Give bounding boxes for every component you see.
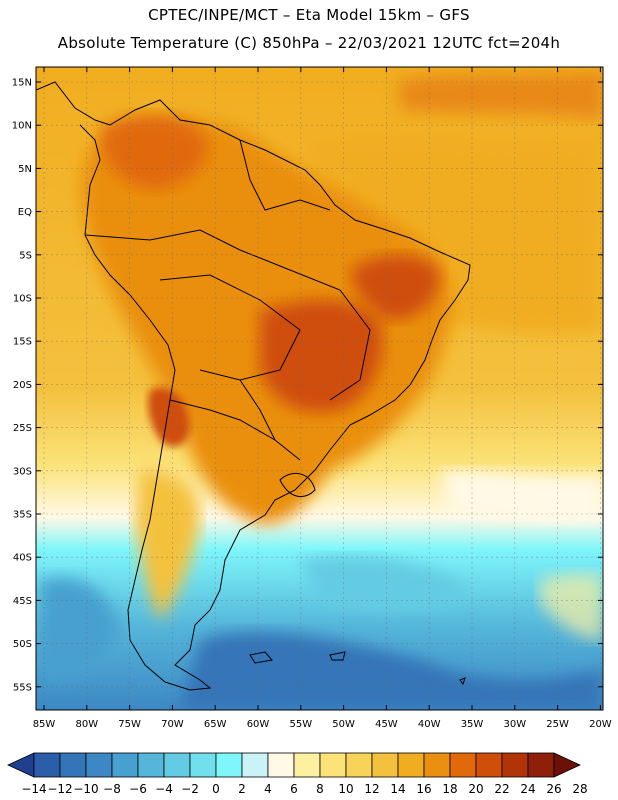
colorbar-swatch <box>293 752 321 778</box>
lon-label: 50W <box>332 719 355 730</box>
temperature-map: 15N 10N 5N EQ 5S 10S 15S 20S 25S 30S 35S 40S 45S 50S 5… <box>12 66 612 730</box>
colorbar-swatch <box>241 752 269 778</box>
lon-label: 75W <box>118 719 141 730</box>
lat-label: EQ <box>18 207 32 218</box>
colorbar-label: 18 <box>442 782 457 796</box>
colorbar-swatch <box>449 752 477 778</box>
chart-subtitle: Absolute Temperature (C) 850hPa – 22/03/… <box>57 34 561 52</box>
lon-label: 65W <box>204 719 227 730</box>
lon-label: 30W <box>503 719 526 730</box>
lat-label: 25S <box>13 423 32 434</box>
colorbar-label: 4 <box>264 782 272 796</box>
lon-label: 70W <box>161 719 184 730</box>
colorbar-label: 8 <box>316 782 324 796</box>
colorbar-swatch <box>85 752 113 778</box>
lon-label: 80W <box>75 719 98 730</box>
colorbar-swatch <box>527 752 555 778</box>
temperature-field <box>36 67 603 710</box>
colorbar-label: 28 <box>572 782 587 796</box>
lat-label: 35S <box>13 510 32 521</box>
colorbar-swatch <box>111 752 139 778</box>
colorbar-label: 24 <box>520 782 535 796</box>
lat-label: 55S <box>13 682 32 693</box>
colorbar-swatch <box>397 752 425 778</box>
lon-label: 55W <box>289 719 312 730</box>
colorbar-swatch <box>137 752 165 778</box>
colorbar-swatch <box>59 752 87 778</box>
colorbar-label: 14 <box>390 782 405 796</box>
colorbar-swatch <box>215 752 243 778</box>
colorbar-label: −14 <box>21 782 46 796</box>
lat-label: 30S <box>13 466 32 477</box>
lon-label: 20W <box>589 719 612 730</box>
lon-label: 25W <box>546 719 569 730</box>
colorbar-label: −6 <box>129 782 147 796</box>
lat-label: 45S <box>13 596 32 607</box>
lat-label: 5S <box>19 250 32 261</box>
colorbar-label: 16 <box>416 782 431 796</box>
graticule <box>36 67 603 710</box>
colorbar-label: 10 <box>338 782 353 796</box>
colorbar-label: 26 <box>546 782 561 796</box>
colorbar-label: 20 <box>468 782 483 796</box>
colorbar-label: −12 <box>47 782 72 796</box>
lat-label: 20S <box>13 380 32 391</box>
lon-label: 85W <box>33 719 56 730</box>
lat-label: 10S <box>13 294 32 305</box>
colorbar-swatch <box>501 752 529 778</box>
colorbar-label: −4 <box>155 782 173 796</box>
lon-label: 40W <box>418 719 441 730</box>
colorbar-label: 6 <box>290 782 298 796</box>
colorbar-max-arrow <box>553 752 581 778</box>
lon-label: 45W <box>375 719 398 730</box>
colorbar-min-arrow <box>7 752 35 778</box>
colorbar-swatch <box>475 752 503 778</box>
colorbar-label: −8 <box>103 782 121 796</box>
map-frame <box>35 66 604 711</box>
lat-label: 40S <box>13 553 32 564</box>
lon-label: 60W <box>247 719 270 730</box>
latitude-labels: 15N 10N 5N EQ 5S 10S 15S 20S 25S 30S 35S 40S 45S 50S 5… <box>12 78 603 693</box>
colorbar-swatch <box>423 752 451 778</box>
lat-label: 10N <box>12 121 32 132</box>
colorbar: −14 −12 −10 −8 −6 −4 −2 0 2 4 6 8 10 12 14 16 18 20 22 24 26… <box>7 752 588 796</box>
colorbar-swatch <box>267 752 295 778</box>
colorbar-label: 0 <box>212 782 220 796</box>
lat-label: 50S <box>13 639 32 650</box>
colorbar-swatch <box>319 752 347 778</box>
colorbar-swatch <box>189 752 217 778</box>
colorbar-label: 12 <box>364 782 379 796</box>
colorbar-swatch <box>371 752 399 778</box>
colorbar-swatch <box>345 752 373 778</box>
coastline-borders <box>36 81 471 691</box>
colorbar-label: −10 <box>73 782 98 796</box>
lon-label: 35W <box>461 719 484 730</box>
lat-label: 15N <box>12 78 32 89</box>
lat-label: 5N <box>18 164 32 175</box>
colorbar-label: 22 <box>494 782 509 796</box>
colorbar-label: 2 <box>238 782 246 796</box>
lat-label: 15S <box>13 337 32 348</box>
colorbar-label: −2 <box>181 782 199 796</box>
colorbar-swatch <box>163 752 191 778</box>
chart-title: CPTEC/INPE/MCT – Eta Model 15km – GFS <box>148 6 470 24</box>
longitude-labels: 85W 80W 75W 70W 65W 60W 55W 50W 45W 40W 35W 30W 25W 2… <box>33 67 612 730</box>
colorbar-swatch <box>33 752 61 778</box>
